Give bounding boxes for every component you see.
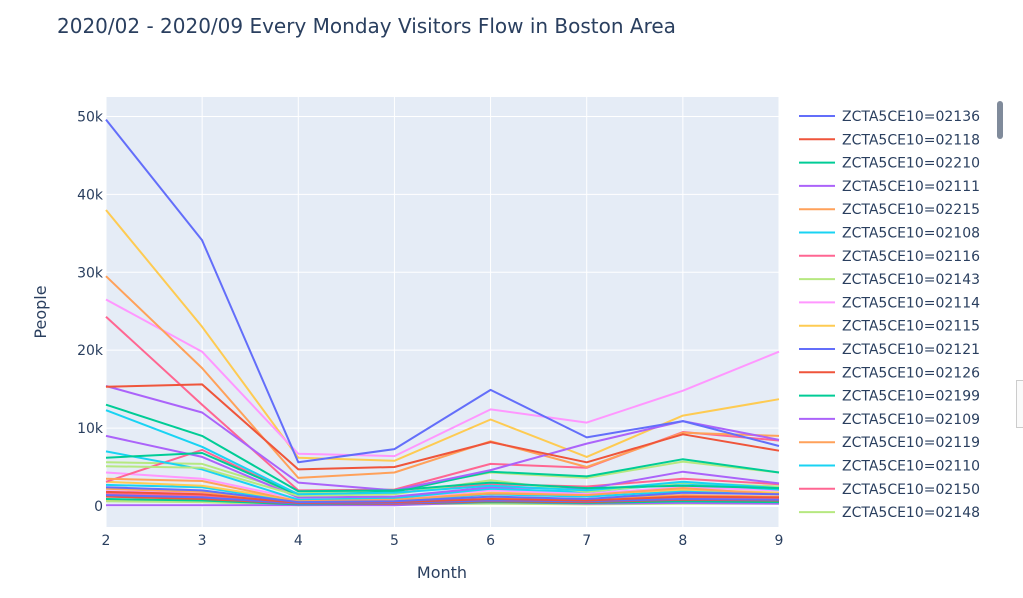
y-tick-label: 40k [77,187,104,203]
legend-label: ZCTA5CE10=02110 [842,459,980,475]
y-tick-label: 50k [77,109,104,125]
legend[interactable]: ZCTA5CE10=02136 ZCTA5CE10=02118 ZCTA5CE10=… [799,109,980,521]
y-tick-label: 20k [77,343,104,359]
legend-label: ZCTA5CE10=02126 [842,365,980,381]
legend-label: ZCTA5CE10=02114 [842,295,980,311]
x-tick-label: 6 [486,533,495,549]
y-tick-label: 30k [77,265,104,281]
series-line[interactable] [105,403,780,493]
legend-item[interactable]: ZCTA5CE10=02210 [799,156,980,172]
series-line[interactable] [105,477,780,503]
side-panel-handle[interactable] [1016,380,1023,428]
x-tick-label: 4 [294,533,303,549]
legend-label: ZCTA5CE10=02109 [842,412,980,428]
series-line[interactable] [105,298,780,458]
legend-item[interactable]: ZCTA5CE10=02126 [799,365,980,381]
y-tick-label: 10k [77,421,104,437]
legend-item[interactable]: ZCTA5CE10=02119 [799,435,980,451]
legend-item[interactable]: ZCTA5CE10=02136 [799,109,980,125]
y-axis-title: People [31,285,50,338]
series-line[interactable] [105,118,780,464]
legend-item[interactable]: ZCTA5CE10=02118 [799,132,980,148]
legend-label: ZCTA5CE10=02143 [842,272,980,288]
legend-label: ZCTA5CE10=02121 [842,342,980,358]
series-lines [105,118,780,507]
x-tick-label: 3 [198,533,207,549]
series-line[interactable] [105,434,780,499]
legend-item[interactable]: ZCTA5CE10=02110 [799,459,980,475]
y-tick-label: 0 [94,499,103,515]
x-tick-label: 2 [102,533,111,549]
legend-item[interactable]: ZCTA5CE10=02109 [799,412,980,428]
series-line[interactable] [105,209,780,462]
legend-label: ZCTA5CE10=02119 [842,435,980,451]
x-tick-label: 7 [582,533,591,549]
x-tick-label: 9 [775,533,784,549]
legend-item[interactable]: ZCTA5CE10=02215 [799,202,980,218]
legend-item[interactable]: ZCTA5CE10=02115 [799,319,980,335]
series-line[interactable] [105,409,780,496]
legend-item[interactable]: ZCTA5CE10=02111 [799,179,980,195]
legend-item[interactable]: ZCTA5CE10=02199 [799,389,980,405]
x-axis-ticks: 2 3 4 5 6 7 8 9 [102,533,784,549]
legend-item[interactable]: ZCTA5CE10=02148 [799,505,980,521]
chart-title: 2020/02 - 2020/09 Every Monday Visitors … [57,14,676,38]
series-line[interactable] [105,452,780,497]
legend-label: ZCTA5CE10=02115 [842,319,980,335]
legend-label: ZCTA5CE10=02210 [842,156,980,172]
legend-label: ZCTA5CE10=02116 [842,249,980,265]
legend-label: ZCTA5CE10=02108 [842,226,980,242]
legend-item[interactable]: ZCTA5CE10=02114 [799,295,980,311]
legend-label: ZCTA5CE10=02118 [842,132,980,148]
x-tick-label: 5 [390,533,399,549]
series-line[interactable] [105,490,780,504]
x-tick-label: 8 [678,533,687,549]
series-line[interactable] [105,383,780,471]
legend-label: ZCTA5CE10=02111 [842,179,980,195]
legend-scrollbar[interactable] [997,101,1003,139]
series-line[interactable] [105,494,780,505]
legend-label: ZCTA5CE10=02199 [842,389,980,405]
legend-item[interactable]: ZCTA5CE10=02143 [799,272,980,288]
legend-item[interactable]: ZCTA5CE10=02116 [799,249,980,265]
x-axis-title: Month [417,563,467,582]
legend-label: ZCTA5CE10=02150 [842,482,980,498]
legend-item[interactable]: ZCTA5CE10=02108 [799,226,980,242]
series-line[interactable] [105,385,780,492]
series-line[interactable] [105,486,780,504]
legend-label: ZCTA5CE10=02148 [842,505,980,521]
legend-item[interactable]: ZCTA5CE10=02121 [799,342,980,358]
legend-label: ZCTA5CE10=02136 [842,109,980,125]
legend-label: ZCTA5CE10=02215 [842,202,980,218]
y-axis-ticks: 0 10k 20k 30k 40k 50k [77,109,104,514]
legend-item[interactable]: ZCTA5CE10=02150 [799,482,980,498]
